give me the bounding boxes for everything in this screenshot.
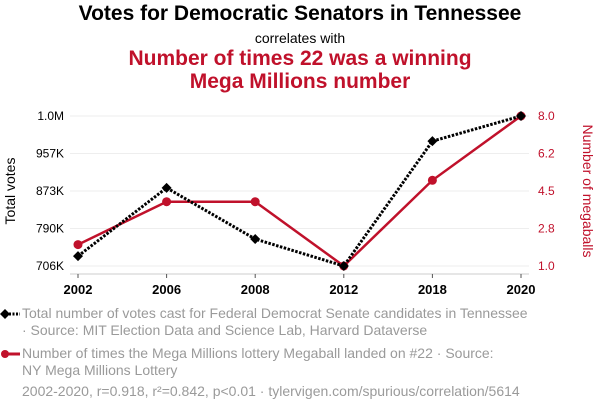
series-megaballs-line: [77, 114, 522, 268]
legend-item-megaballs: Number of times the Mega Millions lotter…: [0, 345, 600, 379]
title2-line1: Number of times 22 was a winning: [128, 47, 472, 70]
legend-marker-votes: [0, 309, 20, 319]
legend-megaballs-line2: NY Mega Millions Lottery: [22, 362, 178, 378]
y-tick-right-label: 6.2: [538, 147, 555, 161]
y-axis-right-label: Number of megaballs: [580, 124, 596, 257]
title2-line2: Mega Millions number: [189, 70, 411, 93]
chart-subtitle: correlates with: [254, 30, 346, 46]
y-tick-left-label: 957K: [36, 147, 64, 161]
legend-item-votes: Total number of votes cast for Federal D…: [0, 305, 600, 339]
data-point-votes: [338, 261, 349, 271]
y-axis-right: 1.0 2.8 4.5 6.2 8.0: [538, 109, 555, 273]
chart-title: Votes for Democratic Senators in Tenness…: [78, 2, 522, 25]
x-axis: 2002 2006 2008 2012 2018 2020: [64, 273, 536, 297]
legend-marker-megaballs: [1, 350, 20, 358]
x-tick-label: 2006: [152, 282, 181, 297]
y-tick-left-label: 706K: [36, 259, 64, 273]
legend: Total number of votes cast for Federal D…: [0, 305, 600, 385]
y-axis-left-label: Total votes: [2, 158, 18, 225]
chart-title-secondary: Number of times 22 was a winning Mega Mi…: [0, 47, 600, 93]
y-tick-right-label: 4.5: [538, 184, 555, 198]
legend-votes-line1: Total number of votes cast for Federal D…: [22, 305, 528, 321]
gridlines: [70, 115, 529, 267]
series-votes-line: [77, 114, 522, 268]
x-tick-label: 2008: [241, 282, 270, 297]
legend-votes-line2: · Source: MIT Election Data and Science …: [22, 322, 428, 338]
chart-plot: 2002 2006 2008 2012 2018 2020 706K 790K 873K 957…: [2, 109, 596, 297]
y-tick-right-label: 2.8: [538, 222, 555, 236]
y-tick-left-label: 790K: [36, 222, 64, 236]
y-tick-right-label: 1.0: [538, 259, 555, 273]
footer-stats: 2002-2020, r=0.918, r²=0.842, p<0.01 · t…: [22, 383, 520, 399]
y-tick-left-label: 1.0M: [37, 109, 64, 123]
legend-megaballs-line1: Number of times the Mega Millions lotter…: [22, 345, 494, 361]
data-point-megaballs: [427, 175, 437, 185]
data-point-votes: [161, 182, 172, 193]
y-axis-left: 706K 790K 873K 957K 1.0M: [36, 109, 64, 273]
x-tick-label: 2020: [507, 282, 536, 297]
data-point-votes: [427, 136, 438, 147]
y-tick-left-label: 873K: [36, 184, 64, 198]
series-votes: [73, 111, 526, 271]
data-point-votes: [73, 251, 83, 262]
data-point-votes: [516, 111, 526, 121]
x-tick-label: 2018: [418, 282, 447, 297]
data-point-megaballs: [73, 240, 83, 250]
data-point-megaballs: [250, 197, 260, 207]
x-tick-label: 2012: [329, 282, 358, 297]
y-tick-right-label: 8.0: [538, 109, 555, 123]
x-tick-label: 2002: [64, 282, 93, 297]
data-point-votes: [250, 234, 261, 245]
data-point-megaballs: [162, 197, 172, 207]
